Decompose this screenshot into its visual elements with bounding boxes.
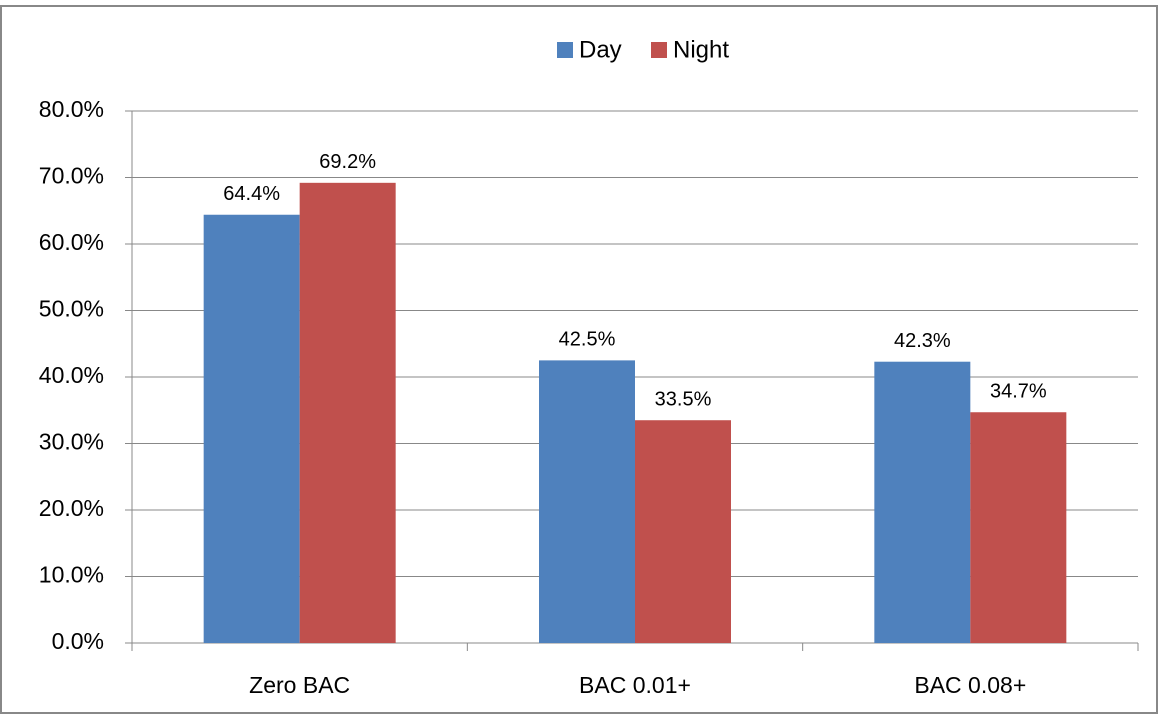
bar <box>874 361 971 643</box>
legend-swatch <box>651 42 667 58</box>
y-tick-label: 10.0% <box>39 562 104 588</box>
legend-swatch <box>557 42 573 58</box>
y-tick-label: 0.0% <box>52 628 104 654</box>
y-tick-label: 30.0% <box>39 429 104 455</box>
data-label: 42.3% <box>894 330 951 352</box>
data-label: 69.2% <box>319 151 376 173</box>
y-tick-label: 50.0% <box>39 296 104 322</box>
x-tick-label: BAC 0.08+ <box>914 672 1026 698</box>
legend-label: Night <box>673 36 729 63</box>
bar <box>203 214 300 644</box>
bar <box>299 182 396 643</box>
bar <box>539 360 635 643</box>
bar <box>970 412 1067 643</box>
bar <box>635 420 731 643</box>
x-tick-label: BAC 0.01+ <box>579 672 691 698</box>
data-label: 42.5% <box>559 329 616 351</box>
y-tick-label: 60.0% <box>39 229 104 255</box>
x-tick-label: Zero BAC <box>249 672 350 698</box>
data-label: 64.4% <box>223 183 280 205</box>
data-label: 33.5% <box>655 389 712 411</box>
legend-label: Day <box>579 36 622 63</box>
y-tick-label: 70.0% <box>39 163 104 189</box>
y-tick-label: 40.0% <box>39 362 104 388</box>
y-tick-label: 20.0% <box>39 495 104 521</box>
data-label: 34.7% <box>990 381 1047 403</box>
y-tick-label: 80.0% <box>39 96 104 122</box>
